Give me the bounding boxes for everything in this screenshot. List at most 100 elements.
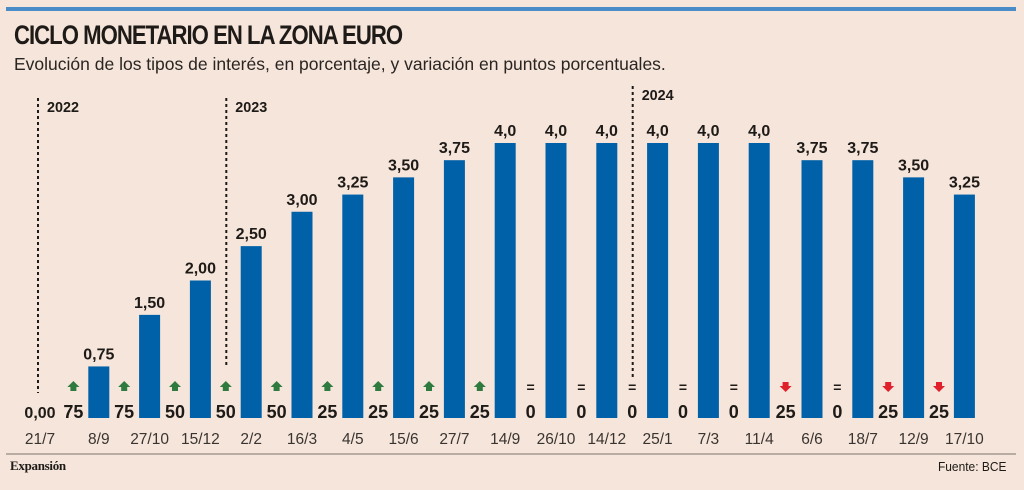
chart-subtitle: Evolución de los tipos de interés, en po… [14,54,666,74]
source-note: Fuente: BCE [937,459,1006,474]
chart-title: CICLO MONETARIO EN LA ZONA EURO [14,20,403,50]
bar-value-label: 4,0 [646,123,668,140]
arrow-up-icon [219,381,232,391]
bar [903,177,925,418]
change-value-label: 25 [368,402,388,422]
category-label: 27/10 [130,431,169,448]
category-label: 15/12 [181,431,220,448]
bar-value-label: 4,0 [545,123,567,140]
change-value-label: 50 [216,402,236,422]
bar [748,143,770,418]
category-label: 16/3 [287,431,317,448]
change-value-label: 25 [878,402,898,422]
bar-value-label: 3,00 [286,192,317,209]
bar-value-label: 4,0 [494,123,516,140]
change-value-label: 50 [165,402,185,422]
bar-value-label: 0,75 [83,346,114,363]
bar-value-label: 3,50 [898,157,929,174]
bar-value-label: 3,75 [439,140,470,157]
footer-rule [6,453,1016,455]
category-label: 11/4 [745,431,774,448]
arrow-down-icon [779,382,792,392]
brand-logo: Expansión [10,458,66,473]
bar [494,143,516,418]
category-label: 21/7 [25,431,55,448]
arrow-up-icon [372,381,385,391]
bar [139,314,161,418]
category-label: 15/6 [389,431,419,448]
change-value-label: 25 [470,402,490,422]
arrow-down-icon [882,382,895,392]
category-label: 6/6 [801,431,823,448]
category-label: 12/9 [899,431,929,448]
bar [647,143,669,418]
bar-value-label: 4,0 [697,123,719,140]
change-value-label: 0 [576,402,586,422]
arrow-up-icon [118,381,131,391]
category-label: 14/9 [490,431,520,448]
change-value-label: 75 [114,402,134,422]
bar [88,366,110,418]
bar-value-label: 2,00 [185,261,216,278]
equal-icon: = [679,379,687,395]
category-label: 4/5 [342,431,364,448]
change-value-label: 25 [929,402,949,422]
bar-value-label: 3,75 [796,140,827,157]
bar [393,177,415,418]
arrow-up-icon [169,381,181,391]
change-value-label: 25 [776,402,796,422]
bar [852,160,874,418]
bar-value-label: 1,50 [134,295,165,312]
bar [443,160,465,418]
change-value-label: 50 [267,402,287,422]
bar [545,143,567,418]
bar-value-label: 0,00 [24,405,55,422]
change-value-label: 0 [627,402,637,422]
bar-value-label: 3,25 [949,175,980,192]
bar-value-label: 2,50 [236,226,267,243]
change-value-label: 0 [729,402,739,422]
category-label: 14/12 [587,431,626,448]
equal-icon: = [527,379,535,395]
arrow-up-icon [473,381,486,391]
change-value-label: 25 [317,402,337,422]
equal-icon: = [628,379,636,395]
arrow-up-icon [67,381,80,391]
category-label: 17/10 [945,431,984,448]
change-value-label: 0 [526,402,536,422]
arrow-up-icon [321,381,334,391]
bar [189,280,211,418]
category-label: 27/7 [439,431,469,448]
bar [240,246,262,418]
top-rule [6,7,1016,11]
change-value-label: 0 [832,402,842,422]
equal-icon: = [833,379,841,395]
equal-icon: = [577,379,585,395]
arrow-up-icon [423,381,435,391]
bar [342,194,364,418]
bar [801,160,823,418]
bar [596,143,618,418]
bar-value-label: 3,75 [847,140,878,157]
arrow-down-icon [933,382,945,392]
category-label: 8/9 [88,431,110,448]
year-label: 2023 [235,99,267,116]
year-label: 2024 [642,87,675,104]
category-label: 26/10 [537,431,576,448]
year-label: 2022 [47,99,79,116]
bar-value-label: 3,50 [388,157,419,174]
bar [953,194,975,418]
bar [697,143,719,418]
equal-icon: = [730,379,738,395]
category-label: 25/1 [643,431,673,448]
change-value-label: 75 [63,402,83,422]
category-label: 7/3 [698,431,720,448]
bar-value-label: 4,0 [748,123,770,140]
change-value-label: 0 [678,402,688,422]
category-label: 2/2 [240,431,262,448]
bar [291,211,313,418]
arrow-up-icon [270,381,283,391]
bar-value-label: 4,0 [596,123,618,140]
bar-value-label: 3,25 [337,175,368,192]
